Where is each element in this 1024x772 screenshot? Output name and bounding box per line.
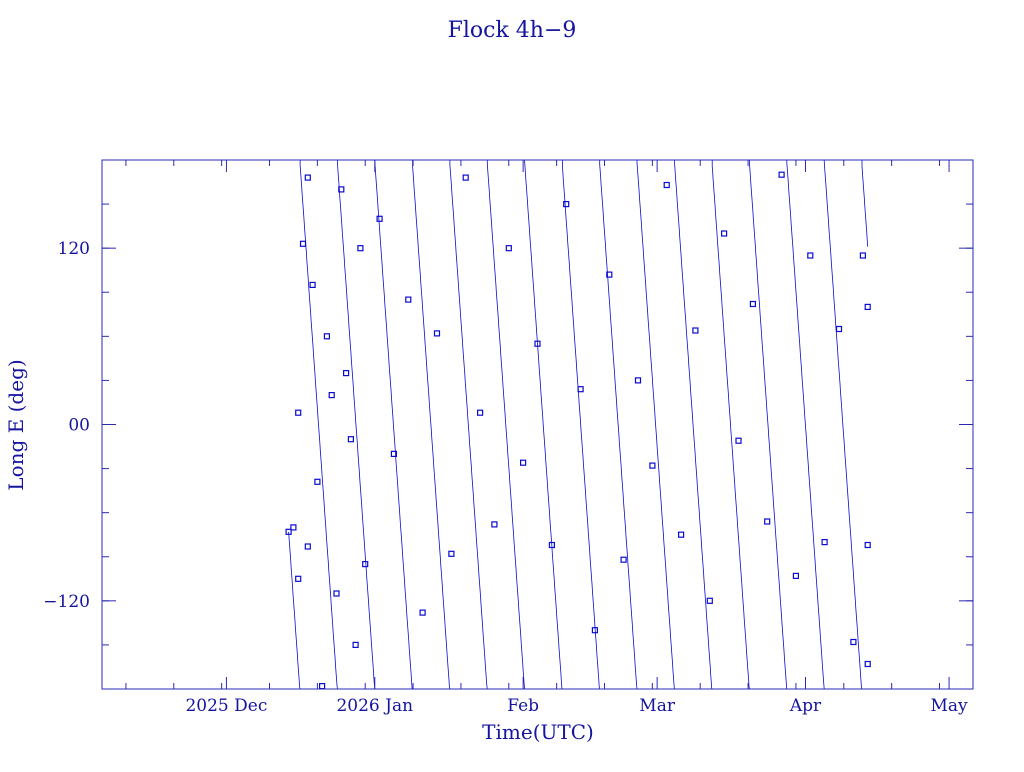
data-point-marker — [304, 174, 311, 181]
data-point-marker — [864, 660, 871, 668]
data-point-marker — [864, 541, 871, 549]
x-tick-label: Mar — [639, 696, 676, 716]
y-tick-label: −120 — [43, 592, 90, 612]
data-point-marker — [764, 518, 771, 525]
x-tick-label: 2025 Dec — [185, 696, 267, 716]
data-point-marker — [462, 174, 469, 181]
data-point-marker — [620, 556, 627, 563]
data-point-marker — [433, 330, 441, 337]
data-point-marker — [850, 638, 857, 646]
data-point-marker — [692, 327, 699, 334]
data-point-marker — [295, 575, 302, 582]
data-point-marker — [591, 627, 599, 634]
data-point-marker — [477, 409, 484, 416]
data-point-marker — [295, 409, 302, 416]
data-point-marker — [290, 524, 297, 531]
data-point-marker — [285, 528, 292, 535]
data-point-marker — [304, 543, 311, 550]
data-point-marker — [347, 436, 354, 443]
data-point-marker — [859, 252, 867, 259]
data-point-marker — [357, 245, 364, 252]
data-point-marker — [328, 392, 335, 399]
plot-area — [285, 160, 871, 690]
data-point-marker — [864, 303, 871, 310]
data-point-marker — [548, 541, 556, 549]
y-axis-title: Long E (deg) — [4, 359, 28, 490]
data-point-marker — [821, 538, 828, 546]
longitude-trace — [288, 160, 869, 690]
y-tick-label: 00 — [68, 416, 90, 436]
data-point-marker — [323, 333, 330, 340]
data-point-marker — [606, 271, 613, 278]
y-tick-label: 120 — [58, 239, 90, 259]
data-point-marker — [309, 281, 316, 288]
x-axis-title: Time(UTC) — [482, 720, 594, 744]
data-point-marker — [577, 386, 584, 393]
x-tick-label: Apr — [789, 696, 822, 716]
data-point-marker — [299, 240, 307, 247]
data-point-marker — [319, 682, 326, 690]
data-point-marker — [677, 531, 685, 538]
x-tick-label: 2026 Jan — [336, 696, 413, 716]
data-point-marker — [649, 462, 656, 469]
data-point-marker — [634, 377, 642, 384]
data-point-marker — [720, 230, 728, 237]
axes: 120 00 −120 2025 Dec 2026 Jan Feb Mar Apr May — [43, 160, 973, 716]
data-point-marker — [735, 437, 742, 444]
data-point-marker — [792, 572, 800, 580]
data-point-marker — [352, 641, 359, 649]
data-point-marker — [362, 560, 369, 568]
data-point-marker — [563, 201, 570, 208]
data-point-marker — [419, 609, 426, 616]
data-point-marker — [505, 245, 512, 252]
data-point-marker — [338, 186, 345, 193]
data-point-marker — [491, 521, 498, 528]
data-point-marker — [390, 450, 397, 457]
data-point-marker — [314, 478, 321, 485]
data-point-marker — [749, 300, 757, 308]
data-point-marker — [663, 181, 670, 189]
data-point-marker — [778, 171, 785, 178]
data-point-marker — [534, 340, 541, 347]
data-point-marker — [807, 252, 814, 259]
data-point-marker — [519, 459, 527, 466]
data-point-marker — [333, 590, 340, 597]
x-tick-label: Feb — [507, 696, 539, 716]
data-point-marker — [405, 296, 412, 303]
chart-title: Flock 4h−9 — [448, 18, 577, 43]
data-point-marker — [376, 215, 383, 222]
plot-frame — [101, 159, 974, 690]
data-point-marker — [343, 370, 350, 377]
x-tick-label: May — [930, 696, 968, 716]
data-point-marker — [448, 550, 455, 557]
data-point-marker — [706, 597, 713, 604]
data-point-marker — [835, 325, 843, 333]
